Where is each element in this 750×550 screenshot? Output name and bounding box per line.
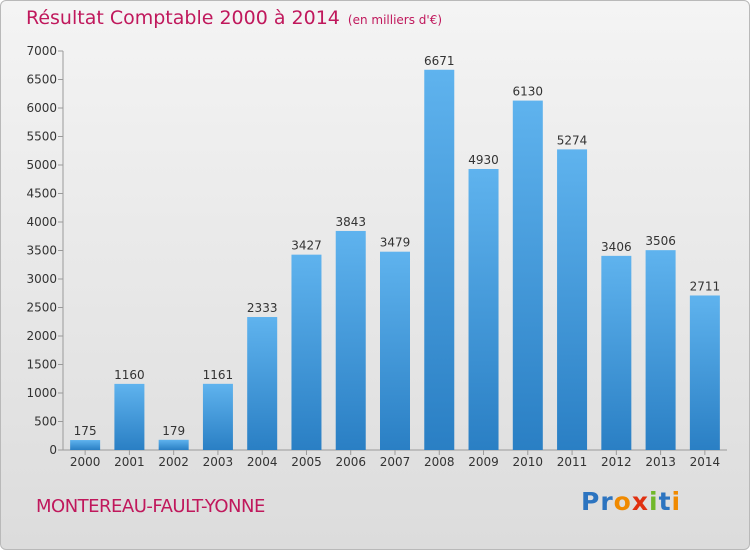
data-label-2013: 3506 [645,234,676,248]
y-tick-label: 1500 [26,358,57,372]
y-tick-label: 2000 [26,329,57,343]
brand-logo-letter: i [649,487,659,516]
x-tick-label: 2006 [335,455,366,469]
data-label-2009: 4930 [468,153,499,167]
x-tick-label: 2013 [645,455,676,469]
data-label-2003: 1161 [203,368,234,382]
y-tick-label: 5500 [26,130,57,144]
x-tick-label: 2011 [557,455,588,469]
bar-2011 [557,149,588,450]
commune-name: MONTEREAU-FAULT-YONNE [36,496,265,517]
y-tick-label: 6000 [26,101,57,115]
brand-logo-letter: r [600,487,614,516]
data-label-2001: 1160 [114,368,145,382]
y-tick-label: 6500 [26,73,57,87]
x-tick-label: 2014 [690,455,721,469]
x-tick-label: 2003 [203,455,234,469]
y-tick-label: 500 [34,415,57,429]
x-tick-label: 2008 [424,455,455,469]
y-tick-label: 7000 [26,44,57,58]
bar-2002 [158,439,189,450]
bar-2007 [380,251,410,450]
x-tick-label: 2004 [247,455,278,469]
bar-2001 [114,383,145,450]
bar-2004 [247,317,278,450]
x-tick-label: 2000 [70,455,101,469]
bar-2000 [70,440,101,450]
bar-2003 [202,383,233,450]
x-tick-label: 2012 [601,455,632,469]
bar-2006 [335,230,366,450]
chart-subtitle: (en milliers d'€) [347,13,443,27]
x-tick-label: 2010 [513,455,544,469]
brand-logo-letter: P [581,487,601,516]
brand-logo-letter: i [671,487,682,516]
brand-logo-letter: t [658,487,672,516]
data-label-2006: 3843 [335,215,366,229]
bar-2005 [291,254,322,450]
chart-title: Résultat Comptable 2000 à 2014 [26,7,340,29]
y-tick-label: 1000 [26,386,57,400]
y-tick-label: 4000 [26,215,57,229]
x-tick-label: 2002 [158,455,189,469]
y-tick-label: 0 [49,443,57,457]
data-label-2012: 3406 [601,240,632,254]
brand-logo: Proxiti [581,487,681,516]
bar-2008 [424,69,455,451]
data-label-2011: 5274 [557,133,588,147]
title-row: Résultat Comptable 2000 à 2014 (en millie… [26,7,442,29]
bar-2013 [645,250,676,450]
data-label-2014: 2711 [690,279,721,293]
brand-logo-letter: o [613,487,632,516]
x-tick-label: 2001 [114,455,145,469]
bar-2009 [468,168,499,451]
y-tick-label: 4500 [26,187,57,201]
data-label-2010: 6130 [513,85,544,99]
bar-2014 [689,295,720,450]
data-label-2002: 179 [162,424,185,438]
y-tick-label: 5000 [26,158,57,172]
y-tick-label: 3000 [26,272,57,286]
bar-2012 [601,255,632,450]
x-tick-label: 2005 [291,455,322,469]
data-label-2008: 6671 [424,54,455,68]
data-label-2004: 2333 [247,301,278,315]
data-label-2005: 3427 [291,239,322,253]
y-tick-label: 2500 [26,301,57,315]
y-tick-label: 3500 [26,244,57,258]
data-label-2007: 3479 [380,236,411,250]
x-tick-label: 2009 [468,455,499,469]
data-label-2000: 175 [74,424,97,438]
brand-logo-letter: x [631,487,649,516]
bar-2010 [512,100,543,450]
x-tick-label: 2007 [380,455,411,469]
